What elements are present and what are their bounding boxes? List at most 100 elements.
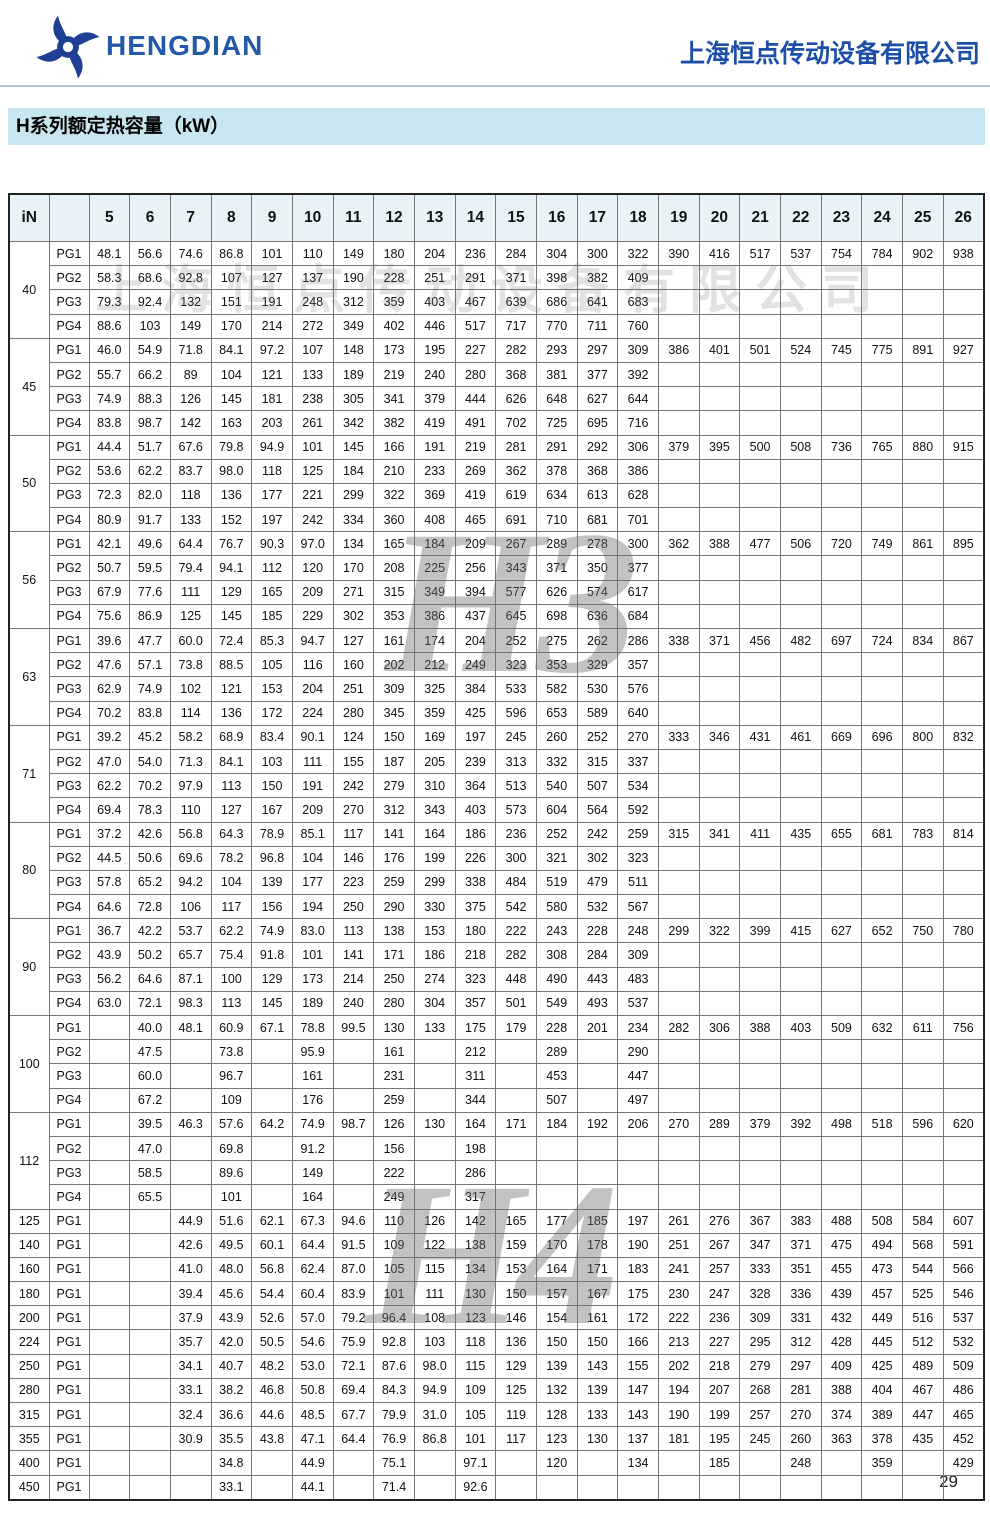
cell-56-PG1-col9: 90.3	[251, 531, 293, 557]
cell-56-PG4-col8: 145	[210, 603, 253, 630]
cell-71-PG3-col22	[779, 773, 822, 799]
cell-80-PG1-col25: 783	[901, 821, 944, 847]
cell-63-PG4-col26	[942, 700, 985, 726]
cell-450-PG1-col8: 33.1	[210, 1474, 253, 1501]
cell-45-PG1-col10: 107	[291, 337, 334, 363]
cell-45-PG3-col7: 126	[169, 386, 212, 412]
cell-45-PG4-col9: 203	[251, 410, 293, 436]
cell-100-PG4-col22	[779, 1087, 822, 1113]
pg-label-90-PG2: PG2	[48, 942, 90, 968]
cell-40-PG3-col17: 641	[576, 289, 619, 315]
cell-45-PG4-col7: 142	[169, 410, 212, 436]
header-divider	[0, 85, 990, 87]
cell-80-PG3-col22	[779, 869, 822, 896]
cell-80-PG3-col7: 94.2	[169, 869, 212, 896]
column-header-row: iN 5 6 7 8 9 10 11 12 13 14 15 16 17 18 19 20 21 22 23 24 25 2…	[8, 193, 985, 242]
cell-250-PG1-col25: 489	[901, 1353, 944, 1379]
cell-450-PG1-col18	[617, 1474, 659, 1501]
cell-100-PG4-col11	[332, 1087, 375, 1113]
cell-56-PG3-col10: 209	[291, 579, 334, 605]
cell-40-PG1-col21: 517	[739, 240, 781, 267]
cell-100-PG4-col5	[88, 1087, 131, 1113]
in-label-40: 40	[8, 241, 50, 339]
cell-71-PG1-col8: 68.9	[210, 724, 253, 750]
cell-180-PG1-col23: 439	[820, 1281, 863, 1307]
cell-112-PG3-col7	[169, 1160, 212, 1186]
cell-100-PG4-col25	[901, 1087, 944, 1113]
cell-80-PG4-col11: 250	[332, 894, 375, 920]
cell-100-PG3-col26	[942, 1063, 985, 1089]
cell-450-PG1-col7	[169, 1474, 212, 1501]
cell-112-PG3-col21	[739, 1160, 781, 1186]
cell-50-PG1-col9: 94.9	[251, 434, 293, 460]
cell-45-PG1-col16: 293	[535, 337, 578, 363]
cell-250-PG1-col22: 297	[779, 1353, 822, 1379]
cell-400-PG1-col10: 44.9	[291, 1450, 334, 1476]
cell-90-PG2-col19	[657, 942, 700, 968]
cell-56-PG2-col13: 225	[413, 555, 456, 581]
cell-56-PG1-col12: 165	[373, 531, 415, 557]
cell-40-PG4-col25	[901, 313, 944, 339]
cell-56-PG4-col20	[698, 603, 741, 630]
cell-315-PG1-col5	[88, 1401, 131, 1428]
cell-112-PG2-col18	[617, 1135, 659, 1162]
cell-50-PG4-col26	[942, 507, 985, 533]
cell-50-PG3-col18: 628	[617, 482, 659, 509]
cell-112-PG4-col14: 317	[454, 1184, 497, 1210]
table-row-56-PG1: 56 PG1 42.1 49.6 64.4 76.7 90.3 97.0 134 165 184 20…	[8, 531, 985, 629]
cell-90-PG2-col14: 218	[454, 942, 497, 968]
cell-125-PG1-col15: 165	[495, 1208, 537, 1234]
cell-40-PG2-col16: 398	[535, 265, 578, 291]
cell-45-PG3-col20	[698, 386, 741, 412]
cell-45-PG4-col10: 261	[291, 410, 334, 436]
cell-56-PG2-col18: 377	[617, 555, 659, 581]
cell-50-PG2-col13: 233	[413, 458, 456, 484]
cell-50-PG1-col19: 379	[657, 434, 700, 460]
cell-180-PG1-col22: 336	[779, 1281, 822, 1307]
cell-450-PG1-col12: 71.4	[373, 1474, 415, 1501]
cell-90-PG3-col26	[942, 966, 985, 992]
table-row-112-PG4: PG4 65.5 101 164 249 317	[9, 1184, 985, 1210]
cell-315-PG1-col10: 48.5	[291, 1401, 334, 1428]
cell-45-PG3-col25	[901, 386, 944, 412]
cell-140-PG1-col25: 568	[901, 1232, 944, 1258]
cell-63-PG3-col11: 251	[332, 676, 375, 702]
cell-40-PG2-col23	[820, 265, 863, 291]
cell-100-PG4-col16: 507	[535, 1087, 578, 1113]
cell-56-PG4-col21	[739, 603, 781, 630]
cell-280-PG1-col5	[88, 1377, 131, 1404]
cell-71-PG4-col5: 69.4	[88, 797, 131, 823]
cell-90-PG4-col9: 145	[251, 990, 293, 1017]
cell-45-PG2-col13: 240	[413, 361, 456, 388]
table-row-140-PG1: 140 PG1 42.6 49.5 60.1 64.4 91.5 109 122 138 159 17…	[8, 1232, 985, 1258]
cell-80-PG4-col9: 156	[251, 894, 293, 920]
cell-112-PG3-col18	[617, 1160, 659, 1186]
cell-40-PG3-col11: 312	[332, 289, 375, 315]
cell-355-PG1-col12: 76.9	[373, 1426, 415, 1452]
cell-112-PG1-col6: 39.5	[129, 1111, 171, 1137]
cell-112-PG4-col26	[942, 1184, 985, 1210]
cell-100-PG2-col24	[861, 1039, 903, 1065]
cell-200-PG1-col15: 146	[495, 1305, 537, 1331]
cell-80-PG2-col26	[942, 845, 985, 871]
cell-315-PG1-col14: 105	[454, 1401, 497, 1428]
cell-80-PG4-col6: 72.8	[129, 894, 171, 920]
cell-280-PG1-col20: 207	[698, 1377, 741, 1404]
cell-355-PG1-col5	[88, 1426, 131, 1452]
cell-80-PG3-col8: 104	[210, 869, 253, 896]
column-header-12: 12	[373, 193, 415, 242]
cell-180-PG1-col10: 60.4	[291, 1281, 334, 1307]
cell-56-PG1-col21: 477	[739, 531, 781, 557]
cell-50-PG3-col12: 322	[373, 482, 415, 509]
cell-140-PG1-col9: 60.1	[251, 1232, 293, 1258]
cell-71-PG1-col19: 333	[657, 724, 700, 750]
pg-label-90-PG3: PG3	[48, 966, 90, 992]
column-header-5: 5	[88, 193, 131, 242]
cell-112-PG4-col22	[779, 1184, 822, 1210]
cell-90-PG4-col23	[820, 990, 863, 1017]
cell-160-PG1-col23: 455	[820, 1256, 863, 1283]
cell-280-PG1-col7: 33.1	[169, 1377, 212, 1404]
cell-90-PG2-col7: 65.7	[169, 942, 212, 968]
cell-40-PG4-col18: 760	[617, 313, 659, 339]
cell-112-PG2-col14: 198	[454, 1135, 497, 1162]
